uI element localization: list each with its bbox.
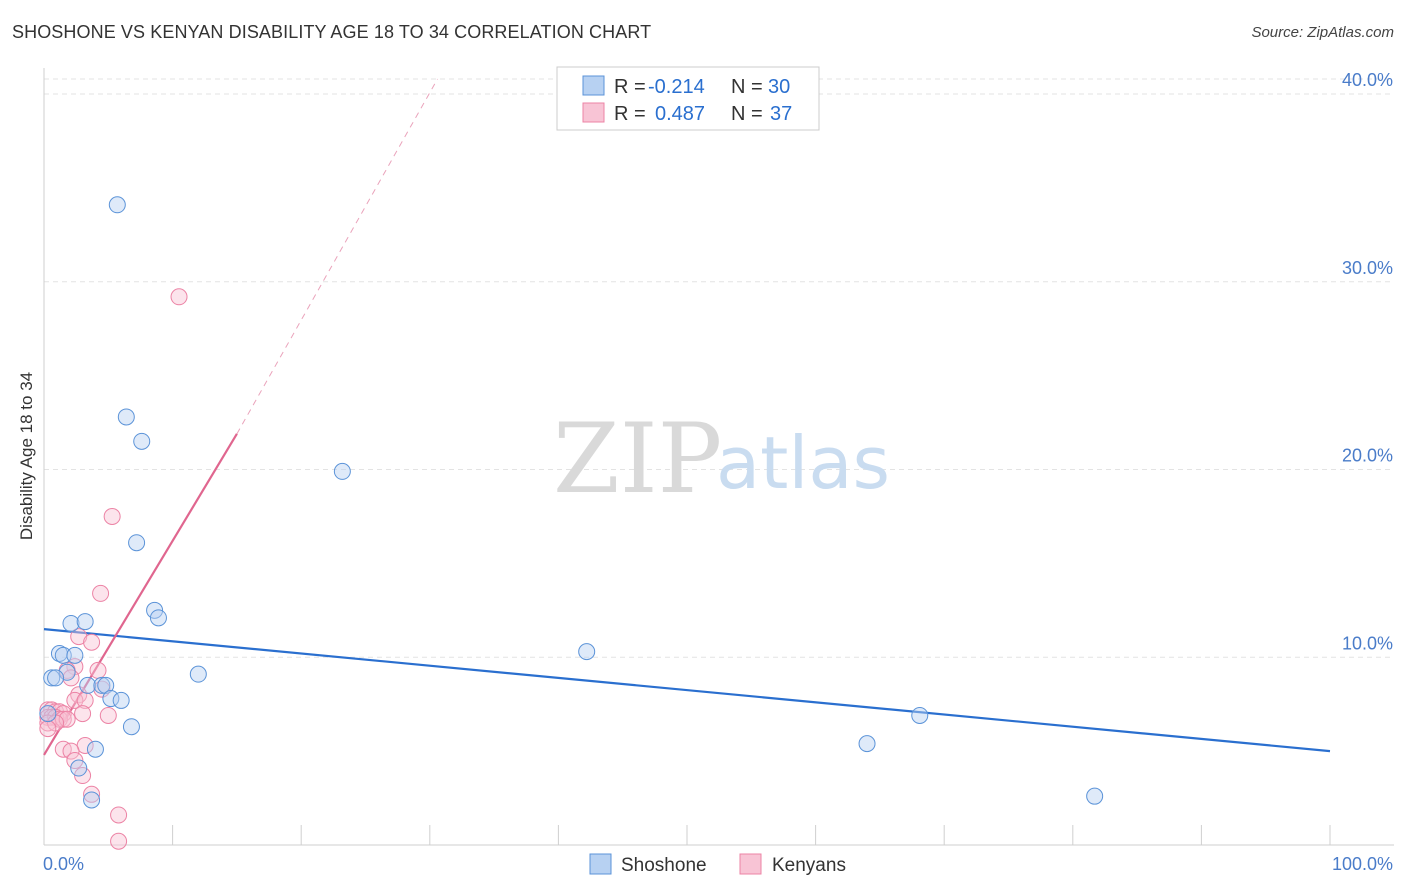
- bottom-legend-shoshone: Shoshone: [621, 855, 707, 876]
- point-shoshone: [39, 705, 57, 723]
- point-shoshone: [66, 646, 84, 664]
- point-shoshone: [79, 676, 97, 694]
- point-shoshone: [76, 613, 94, 631]
- legend-n-value-shoshone: 30: [768, 76, 790, 98]
- point-kenyans: [83, 633, 101, 651]
- x-tick-label-max: 100.0%: [1332, 854, 1393, 874]
- point-shoshone: [93, 676, 111, 694]
- watermark-atlas: atlas: [716, 421, 890, 505]
- point-shoshone: [83, 791, 101, 809]
- x-tick-label-min: 0.0%: [43, 854, 84, 874]
- bottom-legend-kenyans: Kenyans: [772, 855, 846, 876]
- point-shoshone: [102, 690, 120, 708]
- trend-line-shoshone: [43, 627, 1331, 753]
- chart-title: SHOSHONE VS KENYAN DISABILITY AGE 18 TO …: [12, 22, 652, 42]
- series-legend: Shoshone Kenyans: [589, 853, 846, 876]
- point-kenyans: [89, 661, 107, 679]
- point-kenyans: [170, 288, 188, 306]
- trend-line-kenyans: [43, 433, 238, 756]
- y-tick-label: 30.0%: [1342, 258, 1393, 278]
- y-axis-label: Disability Age 18 to 34: [17, 372, 36, 540]
- data-points: [39, 196, 1104, 850]
- point-kenyans: [39, 720, 57, 738]
- bottom-legend-swatch-kenyans: [739, 853, 762, 875]
- point-shoshone: [149, 609, 167, 627]
- y-tick-label: 10.0%: [1342, 633, 1393, 653]
- y-tick-labels: 10.0% 20.0% 30.0% 40.0%: [1342, 70, 1393, 653]
- legend-r-label-2: R =: [614, 103, 646, 125]
- point-kenyans: [83, 785, 101, 803]
- legend-n-value-kenyans: 37: [770, 103, 792, 125]
- point-shoshone: [1086, 787, 1104, 805]
- point-shoshone: [97, 676, 115, 694]
- point-shoshone: [133, 432, 151, 450]
- point-shoshone: [128, 534, 146, 552]
- point-shoshone: [54, 646, 72, 664]
- point-shoshone: [86, 740, 104, 758]
- point-shoshone: [911, 706, 929, 724]
- point-kenyans: [76, 691, 94, 709]
- grid-lines: [44, 78, 1394, 658]
- point-shoshone: [858, 735, 876, 753]
- point-kenyans: [62, 742, 80, 760]
- point-shoshone: [122, 718, 140, 736]
- watermark: ZIP atlas: [553, 403, 890, 515]
- legend-r-value-shoshone: -0.214: [648, 76, 705, 98]
- point-shoshone: [117, 408, 135, 426]
- point-shoshone: [62, 614, 80, 632]
- point-kenyans: [103, 507, 121, 525]
- point-shoshone: [112, 691, 130, 709]
- y-tick-label: 20.0%: [1342, 446, 1393, 466]
- point-shoshone: [189, 665, 207, 683]
- point-kenyans: [110, 806, 128, 824]
- legend-swatch-kenyans: [582, 102, 605, 123]
- legend-r-value-kenyans: 0.487: [655, 103, 705, 125]
- x-tick-labels: 0.0% 100.0%: [43, 854, 1393, 874]
- point-kenyans: [70, 628, 88, 646]
- point-kenyans: [110, 832, 128, 850]
- point-kenyans: [74, 705, 92, 723]
- point-kenyans: [66, 691, 84, 709]
- source-label: Source: ZipAtlas.com: [1251, 24, 1394, 41]
- point-shoshone: [578, 643, 596, 661]
- point-shoshone: [108, 196, 126, 214]
- point-shoshone: [43, 669, 61, 687]
- legend-swatch-shoshone: [582, 75, 605, 96]
- point-kenyans: [92, 584, 110, 602]
- stats-legend: R = -0.214 N = 30 R = 0.487 N = 37: [556, 66, 820, 131]
- y-tick-label: 40.0%: [1342, 70, 1393, 90]
- bottom-legend-swatch-shoshone: [589, 853, 612, 875]
- point-shoshone: [47, 669, 65, 687]
- legend-n-label-1: N =: [731, 76, 763, 98]
- point-shoshone: [70, 759, 88, 777]
- trend-line-kenyans-extension: [236, 78, 438, 435]
- watermark-zip: ZIP: [553, 403, 722, 515]
- point-kenyans: [99, 706, 117, 724]
- point-shoshone: [333, 462, 351, 480]
- legend-r-label-1: R =: [614, 76, 646, 98]
- trend-lines: [43, 78, 1331, 756]
- legend-n-label-2: N =: [731, 103, 763, 125]
